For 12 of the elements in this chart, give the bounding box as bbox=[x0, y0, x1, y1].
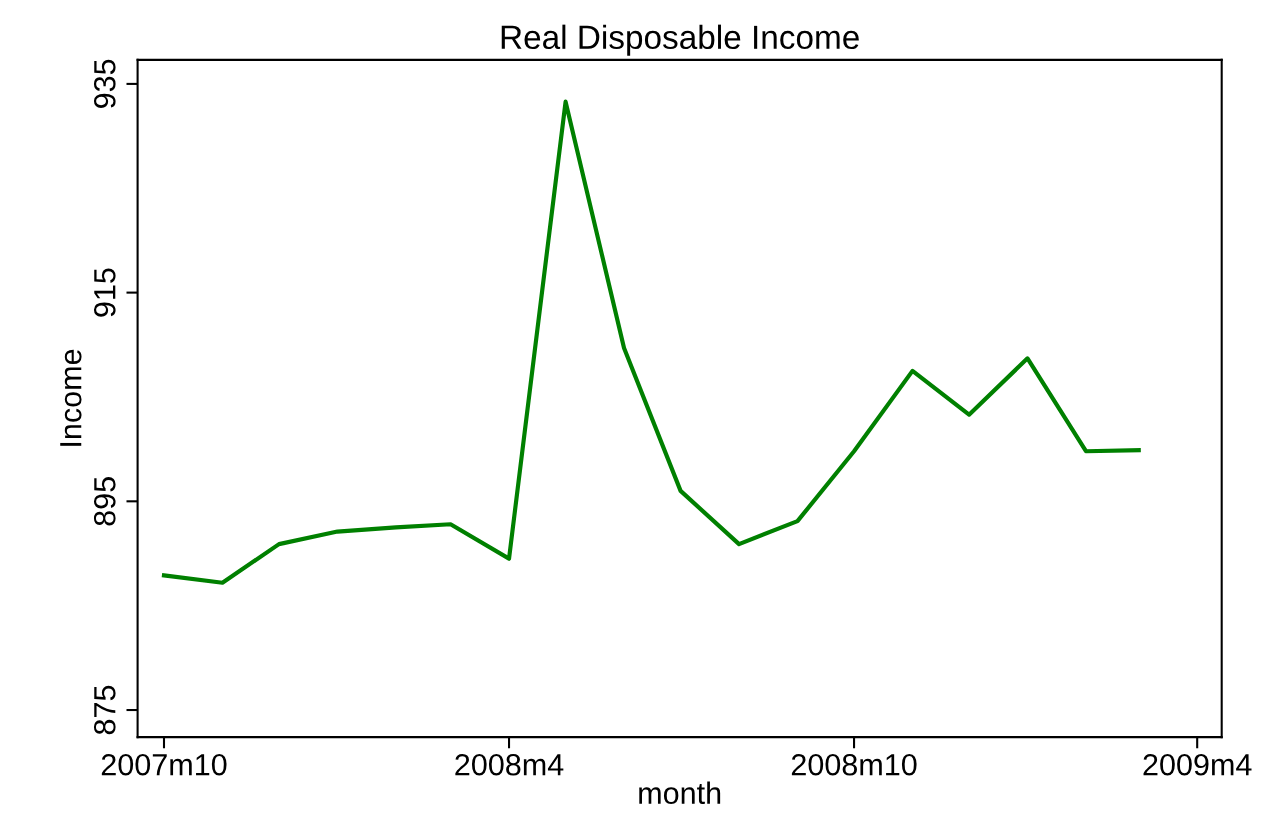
x-axis-title: month bbox=[639, 781, 721, 805]
y-tick-label: 935 bbox=[93, 59, 116, 108]
x-tick-label: 2007m10 bbox=[101, 753, 227, 776]
chart-title: Real Disposable Income bbox=[501, 24, 859, 56]
y-tick-label: 915 bbox=[93, 268, 116, 317]
x-tick-label: 2008m10 bbox=[791, 753, 917, 776]
line-series bbox=[161, 99, 1141, 585]
y-tick-label: 875 bbox=[93, 685, 116, 735]
x-tick-label: 2008m4 bbox=[455, 753, 564, 776]
x-tick-label: 2009m4 bbox=[1143, 753, 1252, 776]
y-axis-title: Income bbox=[60, 349, 82, 446]
y-tick-label: 895 bbox=[93, 477, 116, 526]
